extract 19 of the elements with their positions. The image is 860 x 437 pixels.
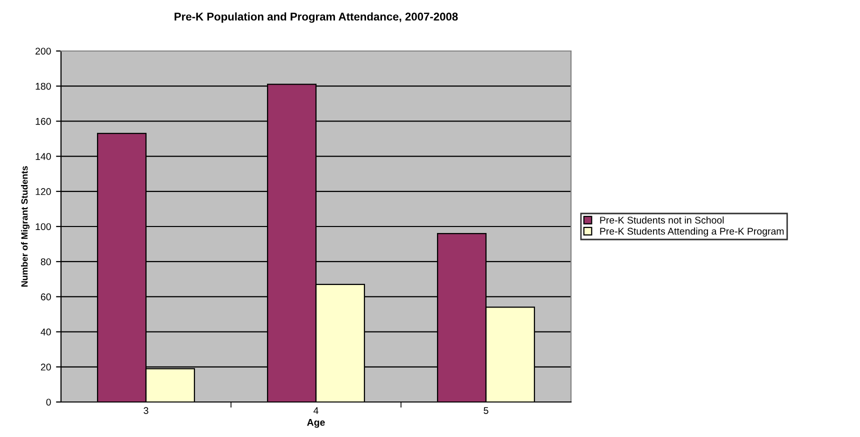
y-axis-title: Number of Migrant Students — [21, 166, 30, 287]
legend-label: Pre-K Students not in School — [600, 216, 724, 224]
y-tick-label: 120 — [36, 188, 51, 196]
y-tick-label: 80 — [40, 258, 51, 266]
chart-title: Pre-K Population and Program Attendance, 2007-2008 — [174, 12, 458, 23]
y-tick-label: 180 — [36, 82, 51, 90]
y-tick-label: 200 — [36, 48, 51, 55]
x-tick-label: 5 — [484, 407, 488, 414]
x-tick-label: 3 — [144, 407, 148, 414]
y-tick-label: 160 — [36, 118, 51, 125]
x-tick-label: 4 — [314, 407, 318, 414]
y-tick-label: 60 — [40, 293, 51, 300]
y-tick-label: 40 — [40, 328, 51, 336]
legend-label: Pre-K Students Attending a Pre-K Program — [600, 228, 784, 237]
x-axis-title: Age — [307, 419, 325, 428]
y-tick-label: 100 — [36, 223, 51, 230]
y-tick-label: 20 — [40, 364, 51, 371]
y-tick-label: 140 — [36, 153, 51, 160]
y-tick-label: 0 — [46, 398, 51, 406]
